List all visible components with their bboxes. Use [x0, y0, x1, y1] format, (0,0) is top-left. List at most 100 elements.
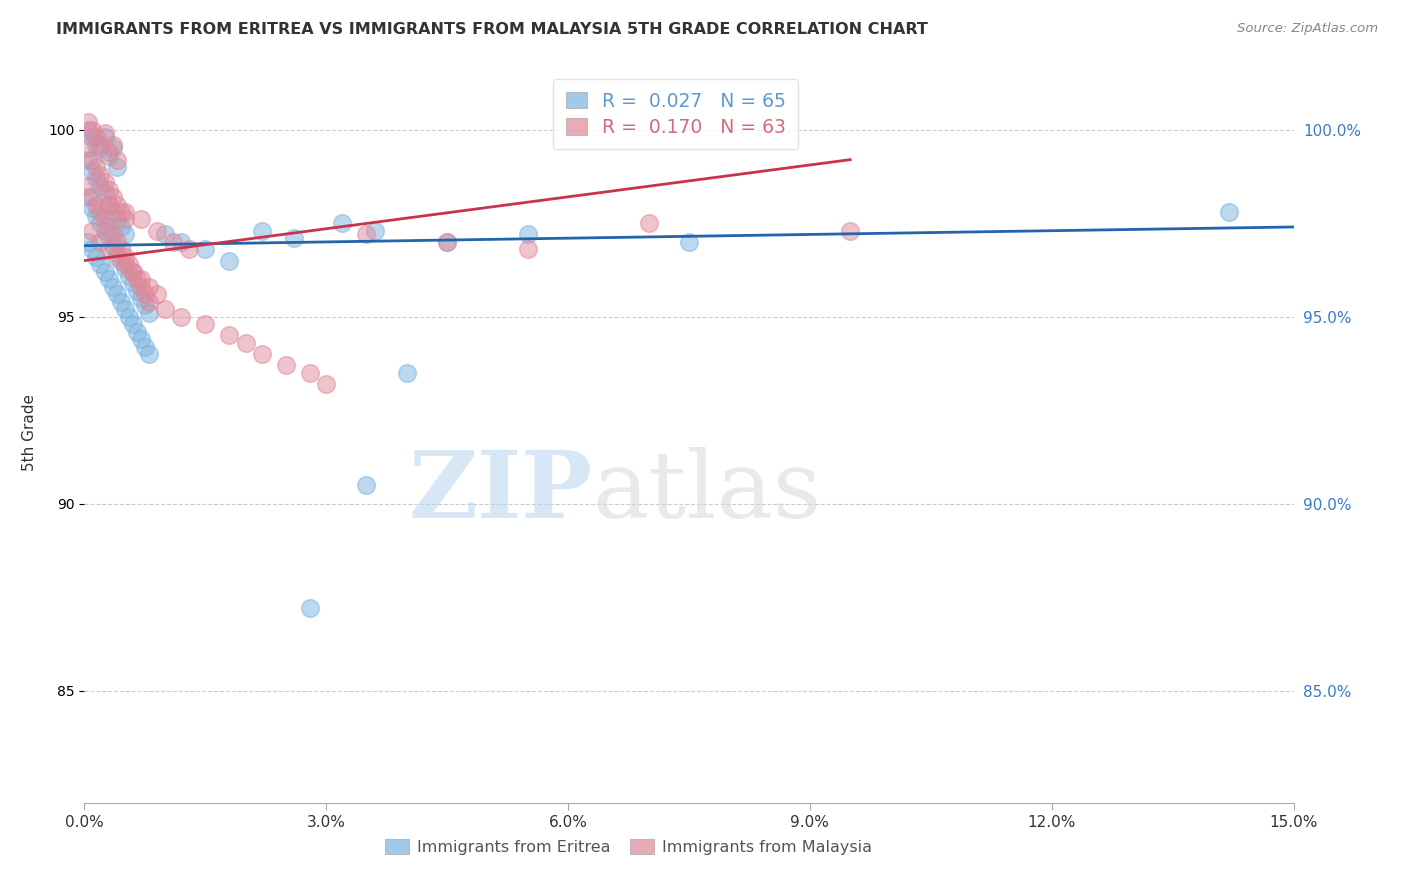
- Point: [77, 115, 100, 129]
- Point: [93, 127, 115, 141]
- Point: [97, 231, 120, 245]
- Point: [110, 243, 132, 257]
- Point: [129, 291, 152, 305]
- Text: IMMIGRANTS FROM ERITREA VS IMMIGRANTS FROM MALAYSIA 5TH GRADE CORRELATION CHART: IMMIGRANTS FROM ERITREA VS IMMIGRANTS FR…: [56, 22, 928, 37]
- Point: [101, 280, 124, 294]
- Point: [356, 478, 378, 492]
- Point: [170, 310, 193, 324]
- Point: [283, 231, 305, 245]
- Text: atlas: atlas: [592, 447, 821, 537]
- Point: [110, 205, 132, 219]
- Point: [395, 366, 418, 380]
- Point: [121, 265, 143, 279]
- Point: [110, 294, 132, 309]
- Point: [82, 122, 104, 136]
- Point: [138, 306, 160, 320]
- Point: [89, 216, 111, 230]
- Point: [86, 209, 108, 223]
- Point: [93, 186, 115, 201]
- Point: [89, 168, 111, 182]
- Point: [356, 227, 378, 242]
- Point: [105, 197, 128, 211]
- Point: [105, 287, 128, 301]
- Point: [89, 257, 111, 271]
- Point: [89, 178, 111, 193]
- Y-axis label: 5th Grade: 5th Grade: [22, 394, 37, 471]
- Point: [839, 224, 862, 238]
- Point: [121, 276, 143, 290]
- Point: [110, 253, 132, 268]
- Point: [86, 137, 108, 152]
- Point: [299, 601, 322, 615]
- Point: [118, 268, 141, 283]
- Point: [274, 359, 297, 373]
- Point: [97, 149, 120, 163]
- Point: [101, 238, 124, 252]
- Point: [77, 190, 100, 204]
- Point: [82, 201, 104, 215]
- Point: [93, 212, 115, 227]
- Point: [77, 178, 100, 193]
- Point: [170, 235, 193, 249]
- Point: [235, 335, 257, 350]
- Point: [89, 141, 111, 155]
- Point: [250, 224, 273, 238]
- Point: [82, 153, 104, 167]
- Point: [516, 243, 538, 257]
- Point: [299, 366, 322, 380]
- Point: [105, 250, 128, 264]
- Point: [121, 317, 143, 331]
- Point: [114, 205, 136, 219]
- Point: [315, 377, 337, 392]
- Point: [363, 224, 385, 238]
- Point: [110, 219, 132, 234]
- Point: [86, 160, 108, 174]
- Point: [77, 153, 100, 167]
- Point: [134, 340, 156, 354]
- Point: [82, 243, 104, 257]
- Point: [516, 227, 538, 242]
- Point: [101, 137, 124, 152]
- Point: [1218, 205, 1240, 219]
- Point: [134, 287, 156, 301]
- Point: [101, 227, 124, 242]
- Point: [97, 243, 120, 257]
- Point: [194, 243, 217, 257]
- Legend: Immigrants from Eritrea, Immigrants from Malaysia: Immigrants from Eritrea, Immigrants from…: [378, 833, 879, 862]
- Point: [105, 235, 128, 249]
- Point: [162, 235, 184, 249]
- Point: [218, 328, 240, 343]
- Point: [138, 280, 160, 294]
- Point: [179, 243, 201, 257]
- Point: [129, 280, 152, 294]
- Point: [129, 212, 152, 227]
- Point: [114, 212, 136, 227]
- Point: [86, 171, 108, 186]
- Point: [153, 302, 176, 317]
- Point: [89, 137, 111, 152]
- Point: [194, 317, 217, 331]
- Point: [114, 257, 136, 271]
- Point: [97, 183, 120, 197]
- Point: [93, 130, 115, 145]
- Text: Source: ZipAtlas.com: Source: ZipAtlas.com: [1237, 22, 1378, 36]
- Point: [436, 235, 458, 249]
- Point: [114, 250, 136, 264]
- Point: [86, 197, 108, 211]
- Point: [250, 347, 273, 361]
- Point: [436, 235, 458, 249]
- Point: [93, 224, 115, 238]
- Point: [93, 175, 115, 189]
- Point: [97, 145, 120, 160]
- Point: [114, 302, 136, 317]
- Point: [82, 190, 104, 204]
- Text: ZIP: ZIP: [408, 447, 592, 537]
- Point: [77, 141, 100, 155]
- Point: [93, 265, 115, 279]
- Point: [138, 347, 160, 361]
- Point: [105, 212, 128, 227]
- Point: [105, 160, 128, 174]
- Point: [97, 197, 120, 211]
- Point: [218, 253, 240, 268]
- Point: [105, 246, 128, 260]
